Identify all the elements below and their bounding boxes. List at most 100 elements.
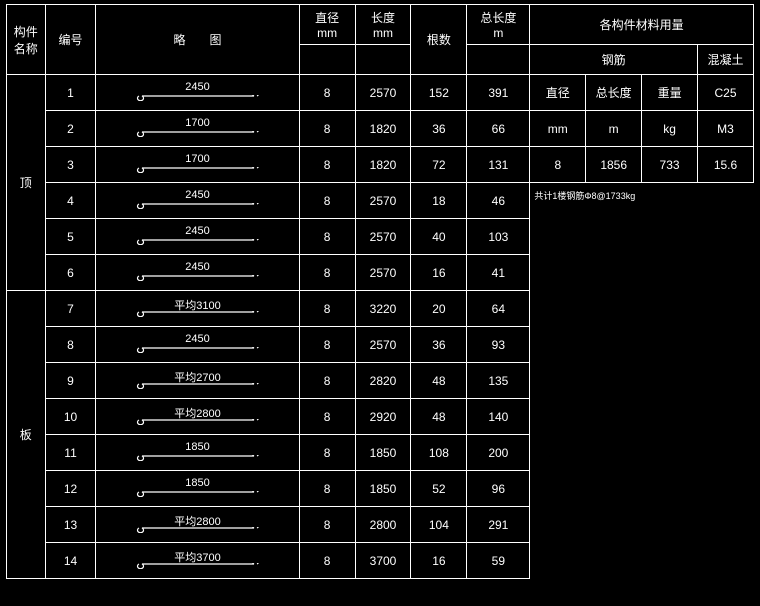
rebar-label: 1850 [133,441,263,453]
mat-header-weight: 重量 [642,75,698,111]
table-row: 3 1700 81820721318185673315.6 [7,147,754,183]
cell-diameter: 8 [299,399,355,435]
mat-header-dia-unit: mm [530,111,586,147]
cell-total-length: 64 [467,291,530,327]
cell-length: 2570 [355,255,411,291]
cell-count: 48 [411,399,467,435]
mat-val-totlen: 1856 [586,147,642,183]
cell-number: 6 [45,255,96,291]
rebar-shape-icon [133,455,263,461]
cell-count: 108 [411,435,467,471]
cell-diagram: 2450 [96,183,299,219]
rebar-shape-icon [133,203,263,209]
cell-total-length: 140 [467,399,530,435]
rebar-shape-icon [133,383,263,389]
cell-diagram: 2450 [96,75,299,111]
cell-total-length: 103 [467,219,530,255]
cell-length: 2820 [355,363,411,399]
rebar-schedule-table: 构件 名称 编号 略 图 直径 mm 长度 mm 根数 总长度 m 各构件材料用… [6,4,754,579]
cell-number: 11 [45,435,96,471]
cell-number: 14 [45,543,96,579]
cell-total-length: 131 [467,147,530,183]
cell-length: 2570 [355,75,411,111]
cell-total-length: 391 [467,75,530,111]
cell-length: 3220 [355,291,411,327]
cell-length: 2800 [355,507,411,543]
header-material-usage: 各构件材料用量 [530,5,754,45]
cell-total-length: 41 [467,255,530,291]
cell-diagram: 2450 [96,255,299,291]
cell-diagram: 平均2800 [96,507,299,543]
cell-diagram: 1700 [96,147,299,183]
cell-length: 3700 [355,543,411,579]
rebar-shape-icon [133,131,263,137]
rebar-shape-icon [133,95,263,101]
component-name-bottom: 板 [7,291,46,579]
cell-number: 4 [45,183,96,219]
cell-count: 48 [411,363,467,399]
rebar-label: 2450 [133,81,263,93]
cell-number: 12 [45,471,96,507]
cell-diagram: 平均3700 [96,543,299,579]
cell-count: 16 [411,543,467,579]
cell-diameter: 8 [299,219,355,255]
cell-total-length: 291 [467,507,530,543]
cell-diameter: 8 [299,147,355,183]
cell-number: 2 [45,111,96,147]
header-total-length: 总长度 m [467,5,530,45]
cell-diagram: 平均2700 [96,363,299,399]
rebar-label: 2450 [133,261,263,273]
cell-total-length: 135 [467,363,530,399]
cell-count: 20 [411,291,467,327]
rebar-shape-icon [133,563,263,569]
cell-diameter: 8 [299,471,355,507]
cell-total-length: 59 [467,543,530,579]
cell-total-length: 96 [467,471,530,507]
table-row: 2 1700 818203666mmmkgM3 [7,111,754,147]
rebar-label: 1700 [133,153,263,165]
rebar-shape-icon [133,419,263,425]
cell-diameter: 8 [299,183,355,219]
cell-length: 2920 [355,399,411,435]
rebar-shape-icon [133,311,263,317]
cell-diameter: 8 [299,327,355,363]
mat-val-dia: 8 [530,147,586,183]
cell-length: 2570 [355,219,411,255]
rebar-label: 1700 [133,117,263,129]
rebar-label: 2450 [133,225,263,237]
header-diameter-unit2 [299,45,355,75]
header-component-name: 构件 名称 [7,5,46,75]
table-row: 顶1 2450 82570152391直径总长度重量C25 [7,75,754,111]
cell-diagram: 1850 [96,471,299,507]
header-rebar: 钢筋 [530,45,698,75]
cell-count: 72 [411,147,467,183]
cell-total-length: 66 [467,111,530,147]
cell-count: 36 [411,327,467,363]
cell-length: 2570 [355,183,411,219]
cell-diameter: 8 [299,363,355,399]
mat-val-concrete: 15.6 [698,147,754,183]
cell-length: 1850 [355,471,411,507]
rebar-label: 1850 [133,477,263,489]
cell-number: 7 [45,291,96,327]
cell-number: 10 [45,399,96,435]
cell-number: 1 [45,75,96,111]
cell-diagram: 平均3100 [96,291,299,327]
rebar-label: 2450 [133,333,263,345]
cell-number: 9 [45,363,96,399]
cell-diagram: 1700 [96,111,299,147]
header-length-unit2 [355,45,411,75]
cell-diameter: 8 [299,111,355,147]
cell-diagram: 2450 [96,327,299,363]
mat-val-weight: 733 [642,147,698,183]
cell-diagram: 2450 [96,219,299,255]
table-row: 4 2450 825701846共计1楼钢筋Φ8@1733kg [7,183,754,219]
cell-count: 152 [411,75,467,111]
cell-count: 40 [411,219,467,255]
header-count: 根数 [411,5,467,75]
cell-total-length: 46 [467,183,530,219]
cell-number: 5 [45,219,96,255]
mat-header-concrete-grade: C25 [698,75,754,111]
cell-diagram: 平均2800 [96,399,299,435]
header-concrete: 混凝土 [698,45,754,75]
